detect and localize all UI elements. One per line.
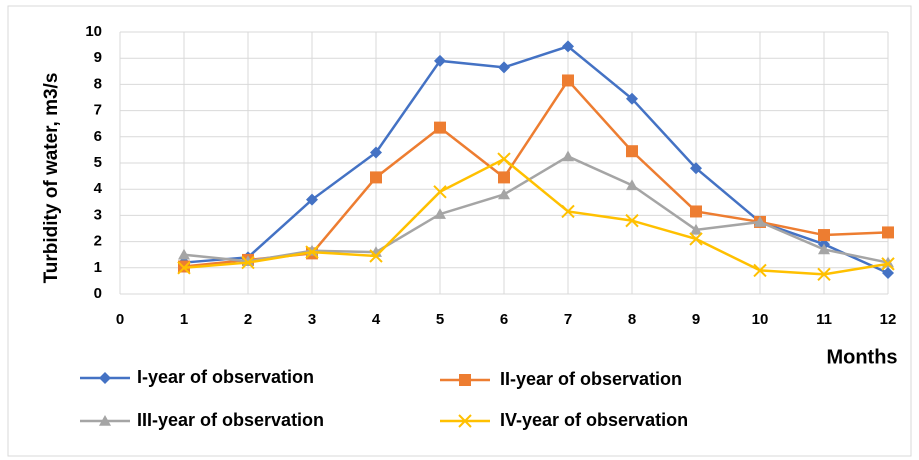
y-tick-label: 8	[94, 75, 102, 92]
marker	[306, 193, 318, 206]
x-tick-label: 11	[816, 311, 832, 328]
marker	[690, 223, 702, 235]
marker	[690, 205, 702, 218]
marker	[434, 121, 446, 134]
x-tick-label: 3	[308, 311, 316, 328]
x-tick-label: 5	[436, 311, 444, 328]
x-tick-label: 12	[880, 311, 897, 328]
legend-label: III-year of observation	[137, 410, 324, 430]
marker	[754, 215, 766, 227]
legend-label: I-year of observation	[137, 367, 314, 387]
marker	[99, 415, 111, 426]
y-tick-label: 2	[94, 233, 102, 250]
marker	[241, 255, 255, 270]
marker	[562, 40, 574, 53]
marker	[458, 414, 472, 428]
marker	[626, 145, 638, 158]
marker	[626, 179, 638, 191]
y-tick-label: 9	[94, 49, 102, 66]
marker	[561, 204, 575, 219]
y-tick-label: 10	[85, 23, 102, 40]
marker	[690, 162, 702, 175]
marker	[370, 146, 382, 159]
marker	[434, 208, 446, 219]
marker	[881, 257, 895, 271]
marker	[882, 267, 894, 280]
marker	[498, 171, 510, 184]
marker	[498, 188, 510, 200]
x-tick-label: 9	[692, 311, 700, 328]
x-tick-label: 0	[116, 311, 124, 328]
y-axis-title: Turbidity of water, m3/s	[41, 73, 62, 284]
marker	[433, 185, 447, 199]
x-tick-label: 1	[180, 311, 188, 328]
y-tick-label: 4	[94, 180, 103, 197]
marker	[689, 232, 703, 246]
chart-frame	[7, 5, 912, 457]
x-axis-title: Months	[826, 346, 897, 368]
x-tick-label: 4	[372, 311, 381, 328]
legend-label: IV-year of observation	[500, 410, 688, 430]
marker	[817, 267, 831, 282]
marker	[305, 245, 319, 259]
marker	[626, 92, 638, 105]
y-tick-label: 7	[94, 102, 102, 119]
y-tick-label: 5	[94, 154, 102, 171]
y-tick-label: 1	[94, 259, 102, 276]
x-tick-label: 8	[628, 311, 636, 328]
marker	[99, 372, 111, 384]
marker	[497, 152, 511, 166]
series-line	[183, 157, 889, 276]
marker	[369, 249, 383, 263]
y-tick-label: 0	[94, 285, 102, 302]
marker	[370, 171, 382, 184]
y-tick-label: 3	[94, 206, 102, 223]
marker	[882, 226, 894, 239]
marker	[818, 229, 830, 242]
x-tick-label: 2	[244, 311, 252, 328]
marker	[434, 54, 446, 67]
series-line	[183, 155, 889, 264]
marker	[498, 61, 510, 74]
marker	[177, 261, 191, 275]
marker	[753, 263, 767, 278]
x-tick-label: 10	[752, 311, 769, 328]
marker	[178, 248, 190, 260]
marker	[818, 243, 830, 255]
marker	[625, 213, 639, 228]
marker	[459, 374, 471, 386]
y-tick-label: 6	[94, 128, 102, 145]
legend-label: II-year of observation	[500, 369, 682, 389]
marker	[562, 150, 574, 162]
marker	[562, 74, 574, 87]
x-tick-label: 6	[500, 311, 508, 328]
x-tick-label: 7	[564, 311, 572, 328]
